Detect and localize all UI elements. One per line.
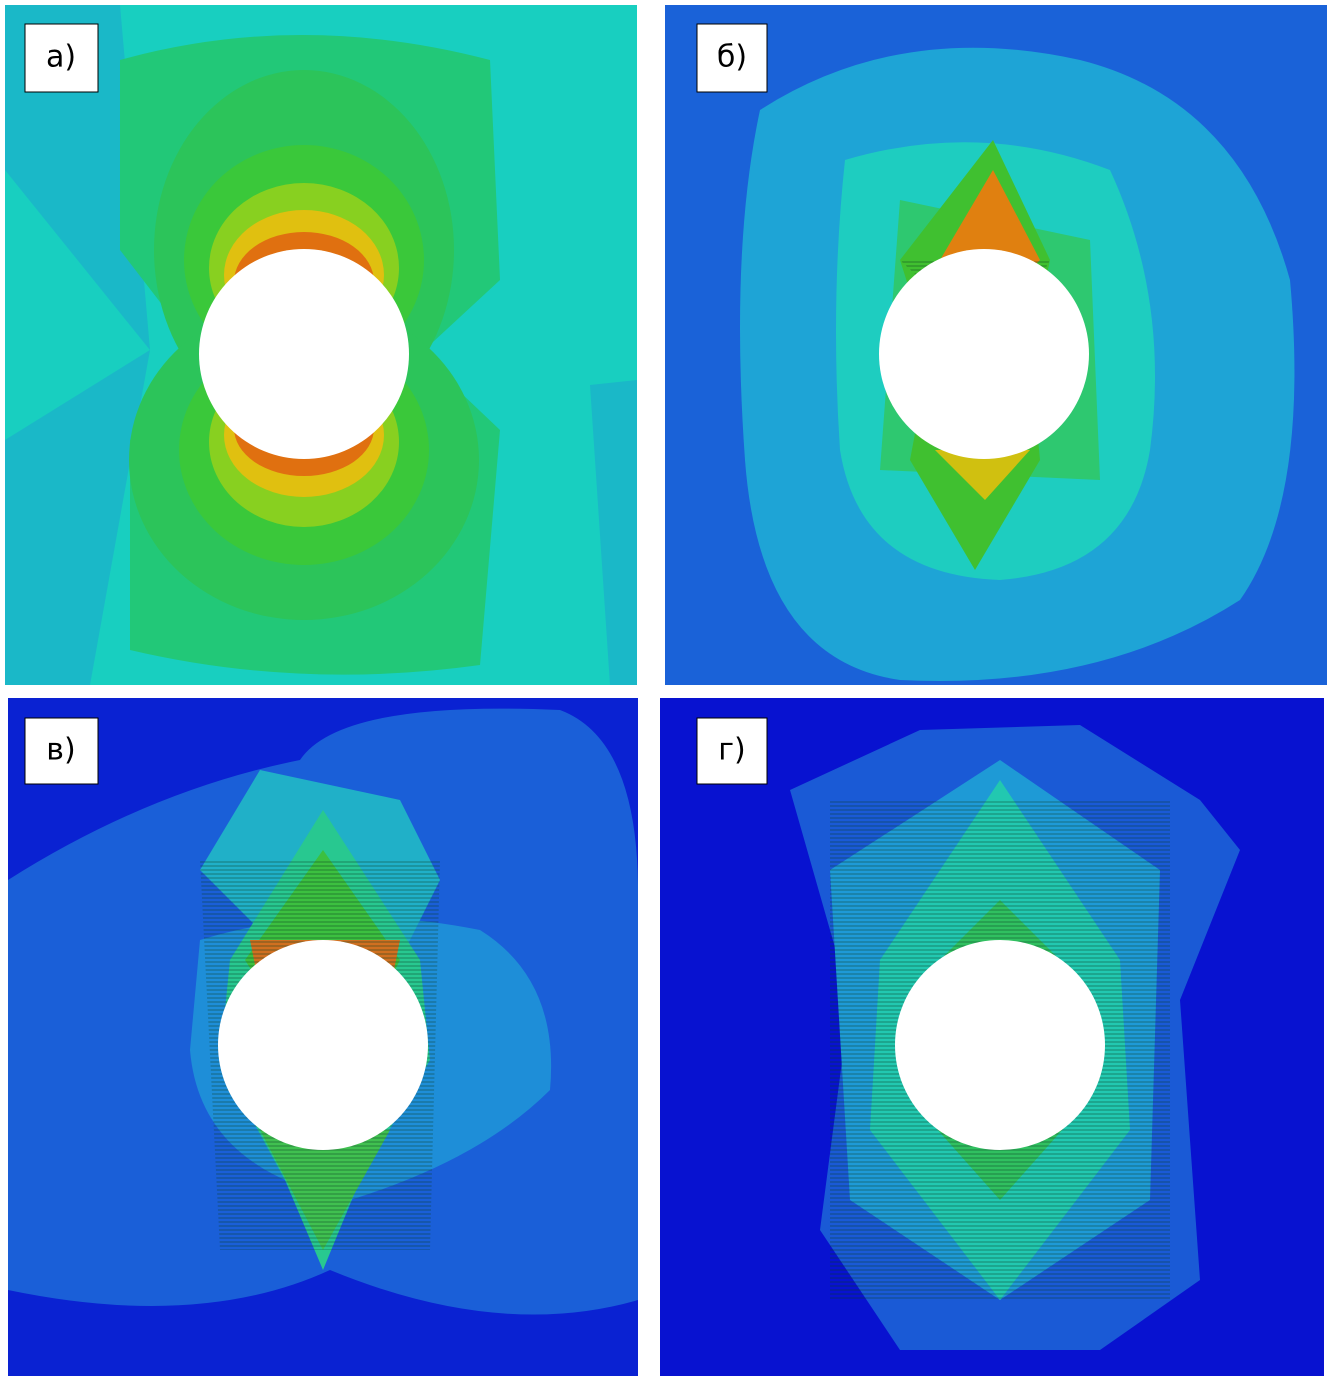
region (935, 450, 1030, 500)
hole (895, 940, 1105, 1150)
panel-a (5, 5, 637, 685)
label-box (696, 717, 768, 785)
panel-label: а) (46, 40, 76, 75)
label-box (24, 717, 99, 785)
region (5, 350, 150, 685)
panel-label: б) (717, 40, 747, 75)
panel-d (660, 698, 1324, 1376)
hole (879, 249, 1089, 459)
label-box (696, 23, 768, 93)
panel-c (8, 698, 638, 1376)
panel-label: в) (46, 733, 75, 768)
hole (199, 249, 409, 459)
panel-label: г) (718, 733, 745, 768)
label-box (24, 23, 99, 93)
panel-b (665, 5, 1327, 685)
region (590, 380, 637, 685)
hole (218, 940, 428, 1150)
